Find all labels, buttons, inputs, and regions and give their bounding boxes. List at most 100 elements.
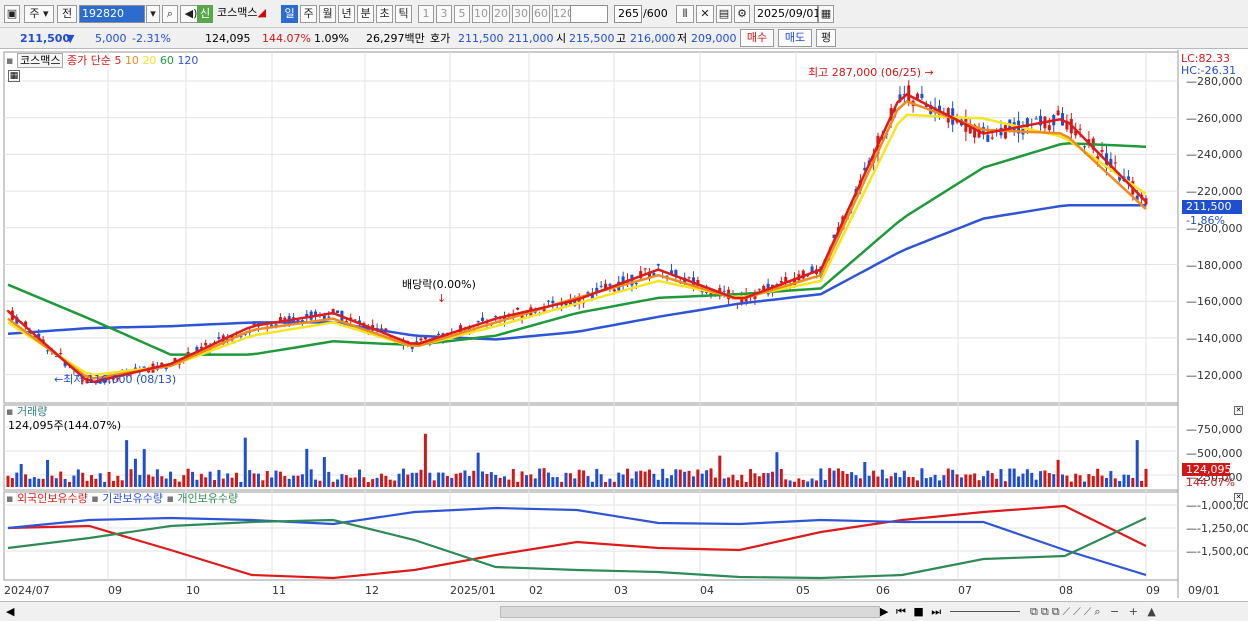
candle-body bbox=[1087, 139, 1091, 143]
chart-canvas[interactable] bbox=[0, 50, 1248, 601]
volume-bar bbox=[1113, 478, 1117, 487]
volume-bar bbox=[577, 469, 581, 487]
candle-body bbox=[863, 167, 867, 171]
close-icon[interactable]: ✕ bbox=[1234, 493, 1243, 502]
chart-area[interactable]: ▪ 코스맥스 종가 단순 5 10 20 60 120 ▦ LC:82.33 H… bbox=[0, 50, 1248, 601]
volume-bar bbox=[959, 477, 963, 487]
volume-bar bbox=[133, 458, 137, 487]
window-icon[interactable]: ▣ bbox=[4, 5, 20, 23]
volume-bar bbox=[129, 469, 133, 487]
calendar-icon[interactable]: ▦ bbox=[818, 5, 834, 23]
volume-bar bbox=[929, 477, 933, 487]
mode-button[interactable]: 전 bbox=[57, 5, 77, 23]
unit-button[interactable]: 10 bbox=[472, 5, 490, 23]
volume-bar bbox=[872, 470, 876, 487]
blank-field[interactable] bbox=[570, 5, 608, 23]
stock-code-input[interactable]: 192820 bbox=[79, 5, 145, 23]
current-price-tag: 211,500 bbox=[1182, 200, 1242, 214]
interval-button[interactable]: 틱 bbox=[395, 5, 412, 23]
volume-bar bbox=[191, 471, 195, 487]
volume-bar bbox=[485, 474, 489, 487]
gear-icon[interactable]: ⚙ bbox=[734, 5, 750, 23]
candle-body bbox=[687, 277, 691, 279]
candle-icon[interactable]: ⫴ bbox=[676, 5, 694, 23]
scroll-left-icon[interactable]: ◀ bbox=[6, 605, 15, 618]
candle-body bbox=[59, 353, 63, 355]
candle-body bbox=[1082, 146, 1086, 148]
interval-button[interactable]: 분 bbox=[357, 5, 374, 23]
interval-button[interactable]: 일 bbox=[281, 5, 298, 23]
unit-button[interactable]: 120 bbox=[552, 5, 574, 23]
volume-bar bbox=[432, 480, 436, 487]
code-dropdown-icon[interactable]: ▾ bbox=[146, 5, 160, 23]
interval-button[interactable]: 주 bbox=[300, 5, 317, 23]
unit-button[interactable]: 60 bbox=[532, 5, 550, 23]
period-select[interactable]: 주 ▾ bbox=[24, 5, 54, 23]
candle-body bbox=[116, 378, 120, 380]
volume-bar bbox=[1047, 473, 1051, 487]
save-icon[interactable]: ▤ bbox=[716, 5, 732, 23]
volume-bar bbox=[617, 472, 621, 487]
count-input[interactable]: 265 bbox=[614, 5, 642, 23]
nav-buttons[interactable]: ▶ ⏮ ■ ⏭ bbox=[880, 605, 944, 618]
buy-button[interactable]: 매수 bbox=[740, 29, 774, 47]
panel-dot-icon: ▪ bbox=[6, 54, 14, 67]
zoom-slider[interactable] bbox=[950, 611, 1020, 612]
volume-bar bbox=[1096, 468, 1100, 487]
candle-body bbox=[595, 287, 599, 293]
volume-bar bbox=[388, 479, 392, 487]
scroll-thumb[interactable] bbox=[500, 606, 880, 618]
volume-panel-name[interactable]: 거래량 bbox=[16, 405, 48, 418]
stock-name: 코스맥스◢ bbox=[215, 5, 277, 23]
ma-line-5 bbox=[7, 92, 1147, 384]
lc-value: LC:82.33 bbox=[1181, 52, 1231, 65]
scrollbar[interactable]: ◀ ▶ ⏮ ■ ⏭ ⧉⧉⧉⟋⟋⟋⌕ − + ▲ bbox=[0, 601, 1248, 621]
volume-bar bbox=[647, 469, 651, 487]
candle-body bbox=[916, 93, 920, 99]
volume-bar bbox=[463, 470, 467, 487]
eval-button[interactable]: 평 bbox=[816, 29, 836, 47]
candle-body bbox=[1109, 158, 1113, 168]
volume-bar bbox=[358, 469, 362, 487]
sell-button[interactable]: 매도 bbox=[778, 29, 812, 47]
date-input[interactable]: 2025/09/01 bbox=[754, 5, 820, 23]
unit-button[interactable]: 30 bbox=[512, 5, 530, 23]
crosshair-icon[interactable]: ✕ bbox=[696, 5, 714, 23]
volume-bar bbox=[507, 479, 511, 487]
volume-bar bbox=[1012, 468, 1016, 487]
interval-button[interactable]: 년 bbox=[338, 5, 355, 23]
volume-bar bbox=[691, 476, 695, 487]
volume-bar bbox=[410, 472, 414, 487]
unit-button[interactable]: 20 bbox=[492, 5, 510, 23]
volume-bar bbox=[669, 475, 673, 487]
tool-icons[interactable]: ⧉⧉⧉⟋⟋⟋⌕ − + ▲ bbox=[1030, 605, 1159, 618]
volume-bar bbox=[155, 469, 159, 487]
interval-button[interactable]: 월 bbox=[319, 5, 336, 23]
volume-bar bbox=[1017, 476, 1021, 487]
volume-bar bbox=[138, 474, 142, 487]
interval-button[interactable]: 초 bbox=[376, 5, 393, 23]
volume-bar bbox=[986, 470, 990, 487]
unit-button[interactable]: 3 bbox=[436, 5, 452, 23]
volume-bar bbox=[208, 471, 212, 487]
candle-body bbox=[599, 285, 603, 287]
unit-button[interactable]: 5 bbox=[454, 5, 470, 23]
close-icon[interactable]: ✕ bbox=[1234, 406, 1243, 415]
quote-bar: 211,500 ▼ 5,000 -2.31% 124,095 144.07% 1… bbox=[0, 28, 1248, 49]
search-icon[interactable]: ⌕ bbox=[162, 5, 178, 23]
price-panel-name[interactable]: 코스맥스 bbox=[16, 53, 64, 68]
volume-bar bbox=[902, 470, 906, 487]
volume-bar bbox=[393, 480, 397, 487]
volume-bar bbox=[828, 468, 832, 487]
volume-bar bbox=[876, 476, 880, 487]
unit-button[interactable]: 1 bbox=[418, 5, 434, 23]
low-price: 209,000 bbox=[691, 32, 737, 45]
holdings-series-label: 기관보유수량 bbox=[102, 492, 167, 505]
volume-bar bbox=[880, 469, 884, 487]
volume-bar bbox=[186, 468, 190, 487]
table-icon[interactable]: ▦ bbox=[8, 70, 20, 82]
volume-bar bbox=[94, 478, 98, 487]
candle-body bbox=[753, 294, 757, 299]
volume-bar bbox=[520, 471, 524, 487]
